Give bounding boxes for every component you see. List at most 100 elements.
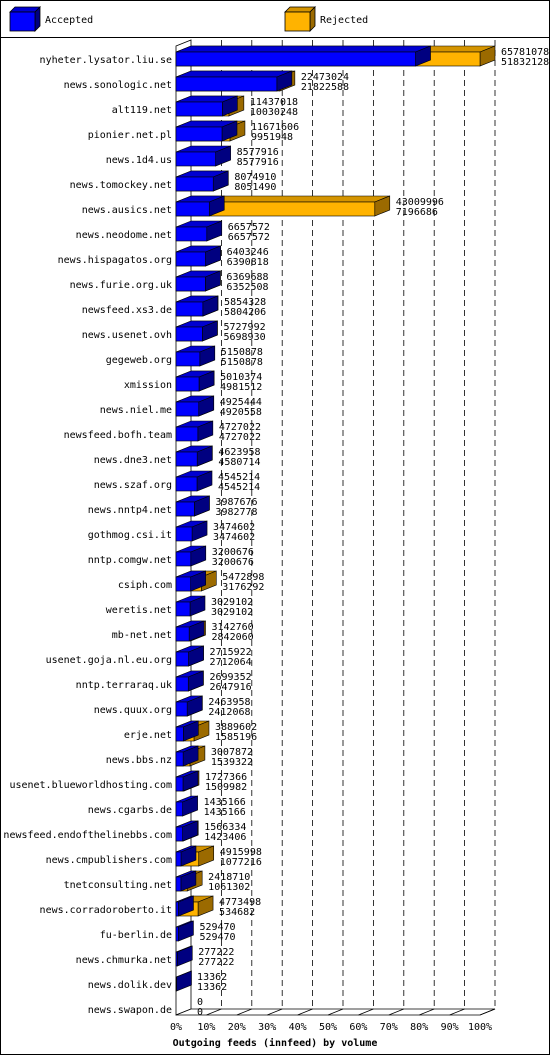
value-label-accepted: 13362 — [197, 982, 227, 993]
category-label: news.ausics.net — [82, 205, 172, 216]
value-label-rejected: 1727366 — [205, 772, 247, 783]
value-label-rejected: 1435166 — [204, 797, 246, 808]
category-label: news.dne3.net — [94, 455, 172, 466]
value-label-rejected: 2463958 — [208, 697, 250, 708]
category-label: gegeweb.org — [106, 355, 172, 366]
bar-accepted — [175, 420, 214, 442]
x-tick-label: 70% — [380, 1022, 398, 1033]
bar-accepted — [175, 720, 199, 742]
value-label-accepted: 9951948 — [251, 132, 293, 143]
category-label: alt119.net — [112, 105, 172, 116]
value-label-rejected: 2418710 — [208, 872, 250, 883]
value-label-rejected: 3200676 — [212, 547, 254, 558]
category-label: news.quux.org — [94, 705, 172, 716]
value-label-accepted: 4920558 — [220, 407, 262, 418]
category-label: mb-net.net — [112, 630, 172, 641]
value-label-rejected: 6369688 — [226, 272, 268, 283]
value-label-rejected: 22473024 — [301, 72, 349, 83]
category-label: newsfeed.xs3.de — [82, 305, 172, 316]
category-label: nntp.comgw.net — [88, 555, 172, 566]
value-label-accepted: 2412068 — [208, 707, 250, 718]
plot-area: 0% 10% 20% 30% 40% 50% 60% 70% 80% 90% 100% nyheter… — [3, 39, 549, 1033]
legend-rejected-swatch — [284, 6, 316, 32]
category-label: usenet.goja.nl.eu.org — [46, 655, 172, 666]
bar-accepted — [175, 570, 206, 592]
value-label-rejected: 1566334 — [204, 822, 246, 833]
category-label: news.cgarbs.de — [88, 805, 172, 816]
x-tick-label: 100% — [468, 1022, 492, 1033]
bar-accepted — [175, 220, 223, 242]
category-label: news.neodome.net — [76, 230, 172, 241]
value-label-accepted: 1423406 — [204, 832, 246, 843]
category-label: weretis.net — [106, 605, 172, 616]
bar-accepted — [175, 820, 198, 842]
category-label: news.swapon.de — [88, 1005, 172, 1016]
x-tick-label: 40% — [289, 1022, 307, 1033]
value-label-rejected: 11671606 — [251, 122, 299, 133]
x-tick-label: 80% — [410, 1022, 428, 1033]
bar-accepted — [175, 645, 204, 667]
value-label-accepted: 3029102 — [211, 607, 253, 618]
legend: Accepted Rejected — [9, 6, 368, 32]
grid-foot — [236, 1008, 252, 1016]
category-label: news.hispagatos.org — [58, 255, 172, 266]
category-label: news.bbs.nz — [106, 755, 172, 766]
bar-accepted — [175, 45, 431, 67]
grid-foot — [449, 1008, 465, 1016]
value-label-accepted: 6390818 — [227, 257, 269, 268]
value-label-rejected: 3142760 — [212, 622, 254, 633]
value-label-accepted: 4981512 — [220, 382, 262, 393]
chart-title: Outgoing feeds (innfeed) by volume — [173, 1037, 378, 1049]
grid-foot — [297, 1008, 313, 1016]
value-label-rejected: 6403246 — [227, 247, 269, 258]
bar-accepted — [175, 170, 229, 192]
value-label-rejected: 4623958 — [218, 447, 260, 458]
bar-accepted — [175, 670, 204, 692]
category-label: news.usenet.ovh — [82, 330, 172, 341]
value-label-accepted: 1077216 — [220, 857, 262, 868]
grid-foot — [419, 1008, 435, 1016]
bar-accepted — [175, 295, 219, 317]
bar-accepted — [175, 620, 205, 642]
category-label: news.dolik.dev — [88, 980, 172, 991]
value-label-accepted: 1585196 — [215, 732, 257, 743]
value-label-rejected: 4773498 — [219, 897, 261, 908]
value-label-accepted: 0 — [197, 1007, 203, 1018]
bar-accepted — [175, 270, 221, 292]
value-label-accepted: 2842060 — [212, 632, 254, 643]
bar-accepted — [175, 695, 203, 717]
bar-accepted — [175, 345, 216, 367]
bar-accepted — [175, 895, 194, 917]
x-tick-label: 10% — [197, 1022, 215, 1033]
bar-accepted — [175, 445, 213, 467]
category-label: news.nntp4.net — [88, 505, 172, 516]
x-tick-label: 50% — [319, 1022, 337, 1033]
value-label-accepted: 6352508 — [226, 282, 268, 293]
bar-accepted — [175, 145, 231, 167]
category-label: news.sonologic.net — [64, 80, 172, 91]
category-label: news.szaf.org — [94, 480, 172, 491]
value-label-accepted: 21822588 — [301, 82, 349, 93]
bar-accepted — [175, 545, 207, 567]
bar-accepted — [175, 470, 213, 492]
category-label: tnetconsulting.net — [64, 880, 172, 891]
